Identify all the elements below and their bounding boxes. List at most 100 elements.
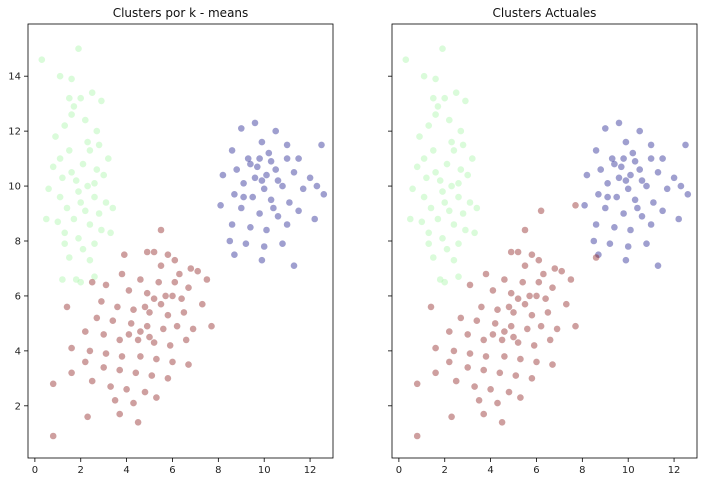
scatter-point-series-0	[79, 245, 87, 253]
scatter-point-series-1	[274, 213, 282, 220]
scatter-point-series-2	[208, 322, 215, 330]
scatter-point-series-1	[604, 193, 611, 201]
scatter-point-series-2	[505, 388, 513, 396]
scatter-point-series-1	[620, 155, 627, 162]
scatter-point-series-1	[226, 237, 234, 245]
scatter-point-series-1	[283, 141, 291, 149]
scatter-point-series-0	[462, 226, 469, 234]
scatter-point-series-1	[242, 240, 250, 247]
scatter-point-series-2	[153, 394, 160, 401]
scatter-point-series-1	[595, 191, 602, 198]
y-axis-ticks: 2 4 6 8 10 12 14	[8, 72, 28, 412]
x-tick-label: 12	[668, 465, 681, 476]
scatter-point-series-2	[82, 328, 89, 335]
scatter-point-series-1	[258, 177, 266, 184]
scatter-point-series-0	[441, 199, 449, 206]
scatter-point-series-0	[105, 155, 112, 162]
scatter-point-series-0	[43, 215, 50, 223]
scatter-point-series-0	[439, 188, 446, 195]
x-tick-label: 4	[123, 465, 129, 476]
scatter-point-series-1	[228, 221, 236, 228]
scatter-point-series-1	[583, 171, 591, 179]
x-tick-label: 12	[304, 465, 317, 476]
scatter-point-series-1	[231, 251, 238, 258]
scatter-point-series-2	[116, 410, 123, 418]
scatter-point-series-1	[260, 185, 268, 193]
scatter-point-series-0	[402, 56, 410, 63]
scatter-point-series-1	[256, 155, 263, 162]
scatter-point-series-0	[427, 204, 435, 212]
scatter-point-series-0	[75, 45, 82, 52]
scatter-point-series-0	[61, 240, 68, 247]
scatter-point-series-2	[132, 369, 140, 377]
scatter-point-series-2	[148, 372, 156, 379]
x-tick-label: 2	[78, 465, 84, 476]
scatter-point-series-0	[471, 229, 478, 237]
scatter-point-series-2	[63, 303, 71, 311]
chart-panel-kmeans: Clusters por k - means 0 2 4 6 8 10 12 2 4 6 8 10 1…	[8, 6, 334, 476]
scatter-point-series-0	[59, 174, 66, 182]
scatter-point-series-1	[611, 224, 618, 231]
scatter-point-series-0	[448, 182, 455, 190]
scatter-point-series-2	[563, 300, 570, 308]
scatter-point-series-2	[446, 358, 453, 366]
scatter-point-series-2	[107, 383, 114, 390]
scatter-point-series-2	[157, 262, 165, 270]
scatter-point-series-2	[68, 344, 75, 352]
scatter-point-series-1	[597, 166, 604, 173]
y-tick-label: 2	[15, 401, 21, 412]
scatter-point-series-2	[88, 278, 96, 286]
scatter-point-series-1	[627, 226, 634, 234]
scatter-point-series-0	[434, 215, 442, 223]
x-tick-label: 10	[622, 465, 635, 476]
scatter-point-series-1	[629, 149, 637, 157]
scatter-point-series-0	[61, 229, 68, 237]
scatter-point-series-1	[311, 215, 319, 223]
scatter-point-series-0	[462, 97, 469, 105]
scatter-point-series-1	[670, 174, 678, 182]
scatter-point-series-2	[478, 303, 485, 311]
scatter-point-series-0	[54, 218, 62, 226]
scatter-point-series-0	[441, 94, 449, 102]
scatter-point-series-2	[143, 289, 151, 297]
scatter-point-series-0	[466, 199, 474, 206]
scatter-point-series-2	[137, 276, 144, 283]
scatter-point-series-2	[125, 331, 133, 338]
scatter-point-series-0	[77, 278, 84, 286]
scatter-point-series-2	[203, 276, 211, 283]
x-tick-label: 8	[579, 465, 585, 476]
scatter-point-series-2	[530, 342, 538, 349]
scatter-point-series-0	[432, 169, 439, 176]
scatter-point-series-2	[118, 353, 126, 360]
scatter-point-series-2	[505, 303, 513, 311]
scatter-point-series-1	[231, 191, 238, 198]
scatter-point-series-2	[141, 388, 149, 396]
scatter-point-series-2	[49, 380, 57, 388]
scatter-point-series-1	[654, 169, 662, 176]
x-tick-label: 10	[258, 465, 271, 476]
scatter-point-series-0	[45, 185, 52, 193]
scatter-point-series-0	[77, 199, 84, 206]
x-tick-label: 6	[169, 465, 175, 476]
scatter-point-series-1	[647, 155, 655, 162]
scatter-point-series-1	[253, 163, 261, 171]
scatter-point-series-0	[66, 94, 73, 102]
scatter-point-series-1	[290, 169, 298, 176]
scatter-point-series-2	[111, 397, 119, 404]
scatter-point-series-2	[448, 413, 455, 421]
scatter-point-series-1	[643, 182, 650, 190]
scatter-point-series-0	[450, 221, 458, 228]
scatter-point-series-0	[93, 166, 101, 173]
scatter-point-series-0	[430, 147, 437, 154]
scatter-point-series-0	[441, 278, 449, 286]
scatter-point-series-0	[72, 276, 80, 283]
scatter-point-series-1	[638, 213, 646, 220]
scatter-point-series-2	[480, 366, 488, 374]
y-tick-label: 6	[15, 291, 21, 302]
scatter-point-series-1	[631, 158, 639, 165]
scatter-point-series-1	[247, 224, 254, 231]
scatter-point-series-2	[130, 399, 137, 407]
scatter-point-series-2	[537, 207, 545, 215]
scatter-point-series-2	[123, 386, 130, 393]
